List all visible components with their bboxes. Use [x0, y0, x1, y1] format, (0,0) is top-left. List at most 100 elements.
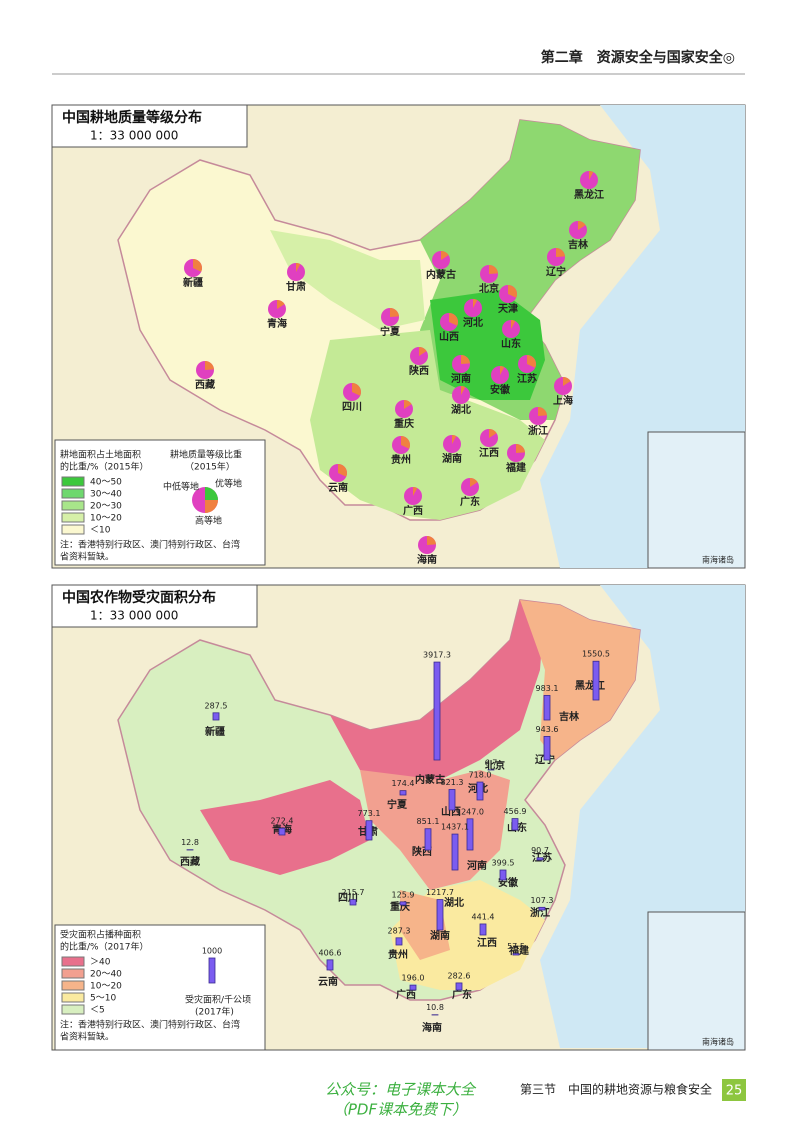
province-label: 黑龙江: [575, 679, 605, 692]
pie-slice: [563, 377, 571, 386]
bar-value-label: 174.4: [392, 779, 415, 788]
bar-value-label: 215.7: [342, 888, 365, 897]
bar: [424, 828, 432, 851]
bar: [278, 827, 286, 836]
bar: [365, 820, 373, 841]
bar-value-label: 1000: [202, 947, 222, 956]
legend-label: 10～20: [90, 982, 122, 992]
province-label: 广东: [452, 988, 472, 1001]
province-label: 宁夏: [387, 798, 408, 811]
province-label: 四川: [342, 401, 362, 413]
province-label: 福建: [505, 461, 527, 474]
bar-value-label: 406.6: [319, 948, 342, 957]
bar-value-label: 125.9: [392, 890, 415, 899]
legend-swatch: [61, 956, 85, 967]
pie-slice: [500, 366, 505, 375]
legend-label: ＜10: [90, 526, 111, 536]
pie-slice: [441, 251, 449, 260]
pie-slice: [516, 444, 525, 453]
legend-label: 30～40: [90, 490, 122, 500]
pie-slice: [589, 171, 594, 180]
legend-label: 10～20: [90, 514, 122, 524]
province-label: 上海: [553, 394, 573, 407]
province-label: 山东: [501, 337, 521, 350]
pie-slice: [277, 300, 285, 309]
province-label: 内蒙古: [415, 773, 445, 786]
province-label: 江苏: [517, 372, 537, 385]
inset-frame: [647, 911, 746, 1051]
province-label: 天津: [498, 302, 518, 315]
bar-value-label: 399.5: [492, 859, 515, 868]
province-label: 湖南: [430, 929, 450, 942]
bar-value-label: 1247.0: [456, 807, 484, 816]
bar-value-label: 851.1: [417, 817, 440, 826]
bar-value-label: 272.4: [271, 817, 294, 826]
province-label: 河南: [451, 372, 471, 385]
pie-slice: [538, 407, 547, 416]
bar-value-label: 773.1: [358, 809, 381, 818]
bar: [543, 695, 551, 721]
province-label: 西藏: [180, 855, 200, 868]
province-label: 广西: [403, 504, 423, 517]
province-label: 北京: [485, 759, 505, 772]
province-label: 黑龙江: [574, 188, 604, 201]
title-box: [51, 584, 258, 628]
bar: [455, 982, 463, 991]
bar-value-label: 10.8: [426, 1003, 444, 1012]
province-label: 吉林: [568, 238, 589, 251]
region-fill: [310, 330, 545, 520]
pie-slice: [511, 320, 516, 329]
province-label: 江西: [479, 446, 499, 459]
pie-slice: [556, 248, 565, 257]
province-label: 青海: [267, 317, 287, 330]
province-label: 湖北: [451, 403, 471, 416]
bar-value-label: 821.3: [441, 778, 464, 787]
bar: [479, 923, 487, 936]
bar-value-label: 57.5: [507, 942, 525, 951]
legend-swatch: [61, 1004, 85, 1015]
note: 注：香港特别行政区、澳门特别行政区、台湾: [60, 1019, 240, 1031]
pie-slice: [461, 355, 470, 364]
region-fill: [360, 770, 510, 890]
bar: [543, 736, 551, 761]
legend-swatch: [61, 992, 85, 1003]
pie-slice: [390, 308, 399, 317]
bar: [511, 818, 519, 831]
legend-label: 20～30: [90, 502, 122, 512]
pie-slice: [452, 435, 457, 444]
bar-value-label: 943.6: [536, 725, 559, 734]
pie-slice: [338, 464, 347, 477]
bar-value-label: 6.7: [485, 758, 498, 767]
legend-swatch: [61, 476, 85, 487]
province-label: 云南: [328, 481, 348, 494]
bar: [326, 959, 334, 971]
inset-label: 南海诸岛: [702, 555, 734, 565]
legend-title: 的比重/%（2015年）: [60, 461, 149, 473]
province-label: 辽宁: [546, 265, 566, 278]
bar: [349, 899, 357, 906]
bar: [433, 661, 441, 761]
province-label: 广东: [460, 495, 480, 508]
bar: [476, 781, 484, 801]
province-label: 浙江: [528, 424, 548, 437]
region-fill: [200, 780, 370, 875]
bar: [208, 957, 216, 984]
legend-title: 的比重/%（2017年）: [60, 941, 149, 953]
page-number: 25: [726, 1084, 743, 1099]
pie-slice: [461, 386, 466, 395]
map-title: 中国农作物受灾面积分布: [62, 589, 216, 606]
pie-slice: [296, 263, 301, 272]
province-label: 湖北: [444, 896, 464, 909]
province-label: 海南: [417, 553, 437, 566]
bar: [592, 660, 600, 701]
pie-slice: [419, 347, 427, 356]
pie-slice: [413, 487, 418, 496]
inset-label: 南海诸岛: [702, 1037, 734, 1047]
province-label: 北京: [479, 282, 499, 295]
province-label: 陕西: [409, 364, 429, 377]
bar-legend-year: (2017年): [195, 1006, 234, 1018]
bar: [499, 869, 507, 881]
legend-label: 20～40: [90, 970, 122, 980]
map-title: 中国耕地质量等级分布: [62, 109, 202, 126]
